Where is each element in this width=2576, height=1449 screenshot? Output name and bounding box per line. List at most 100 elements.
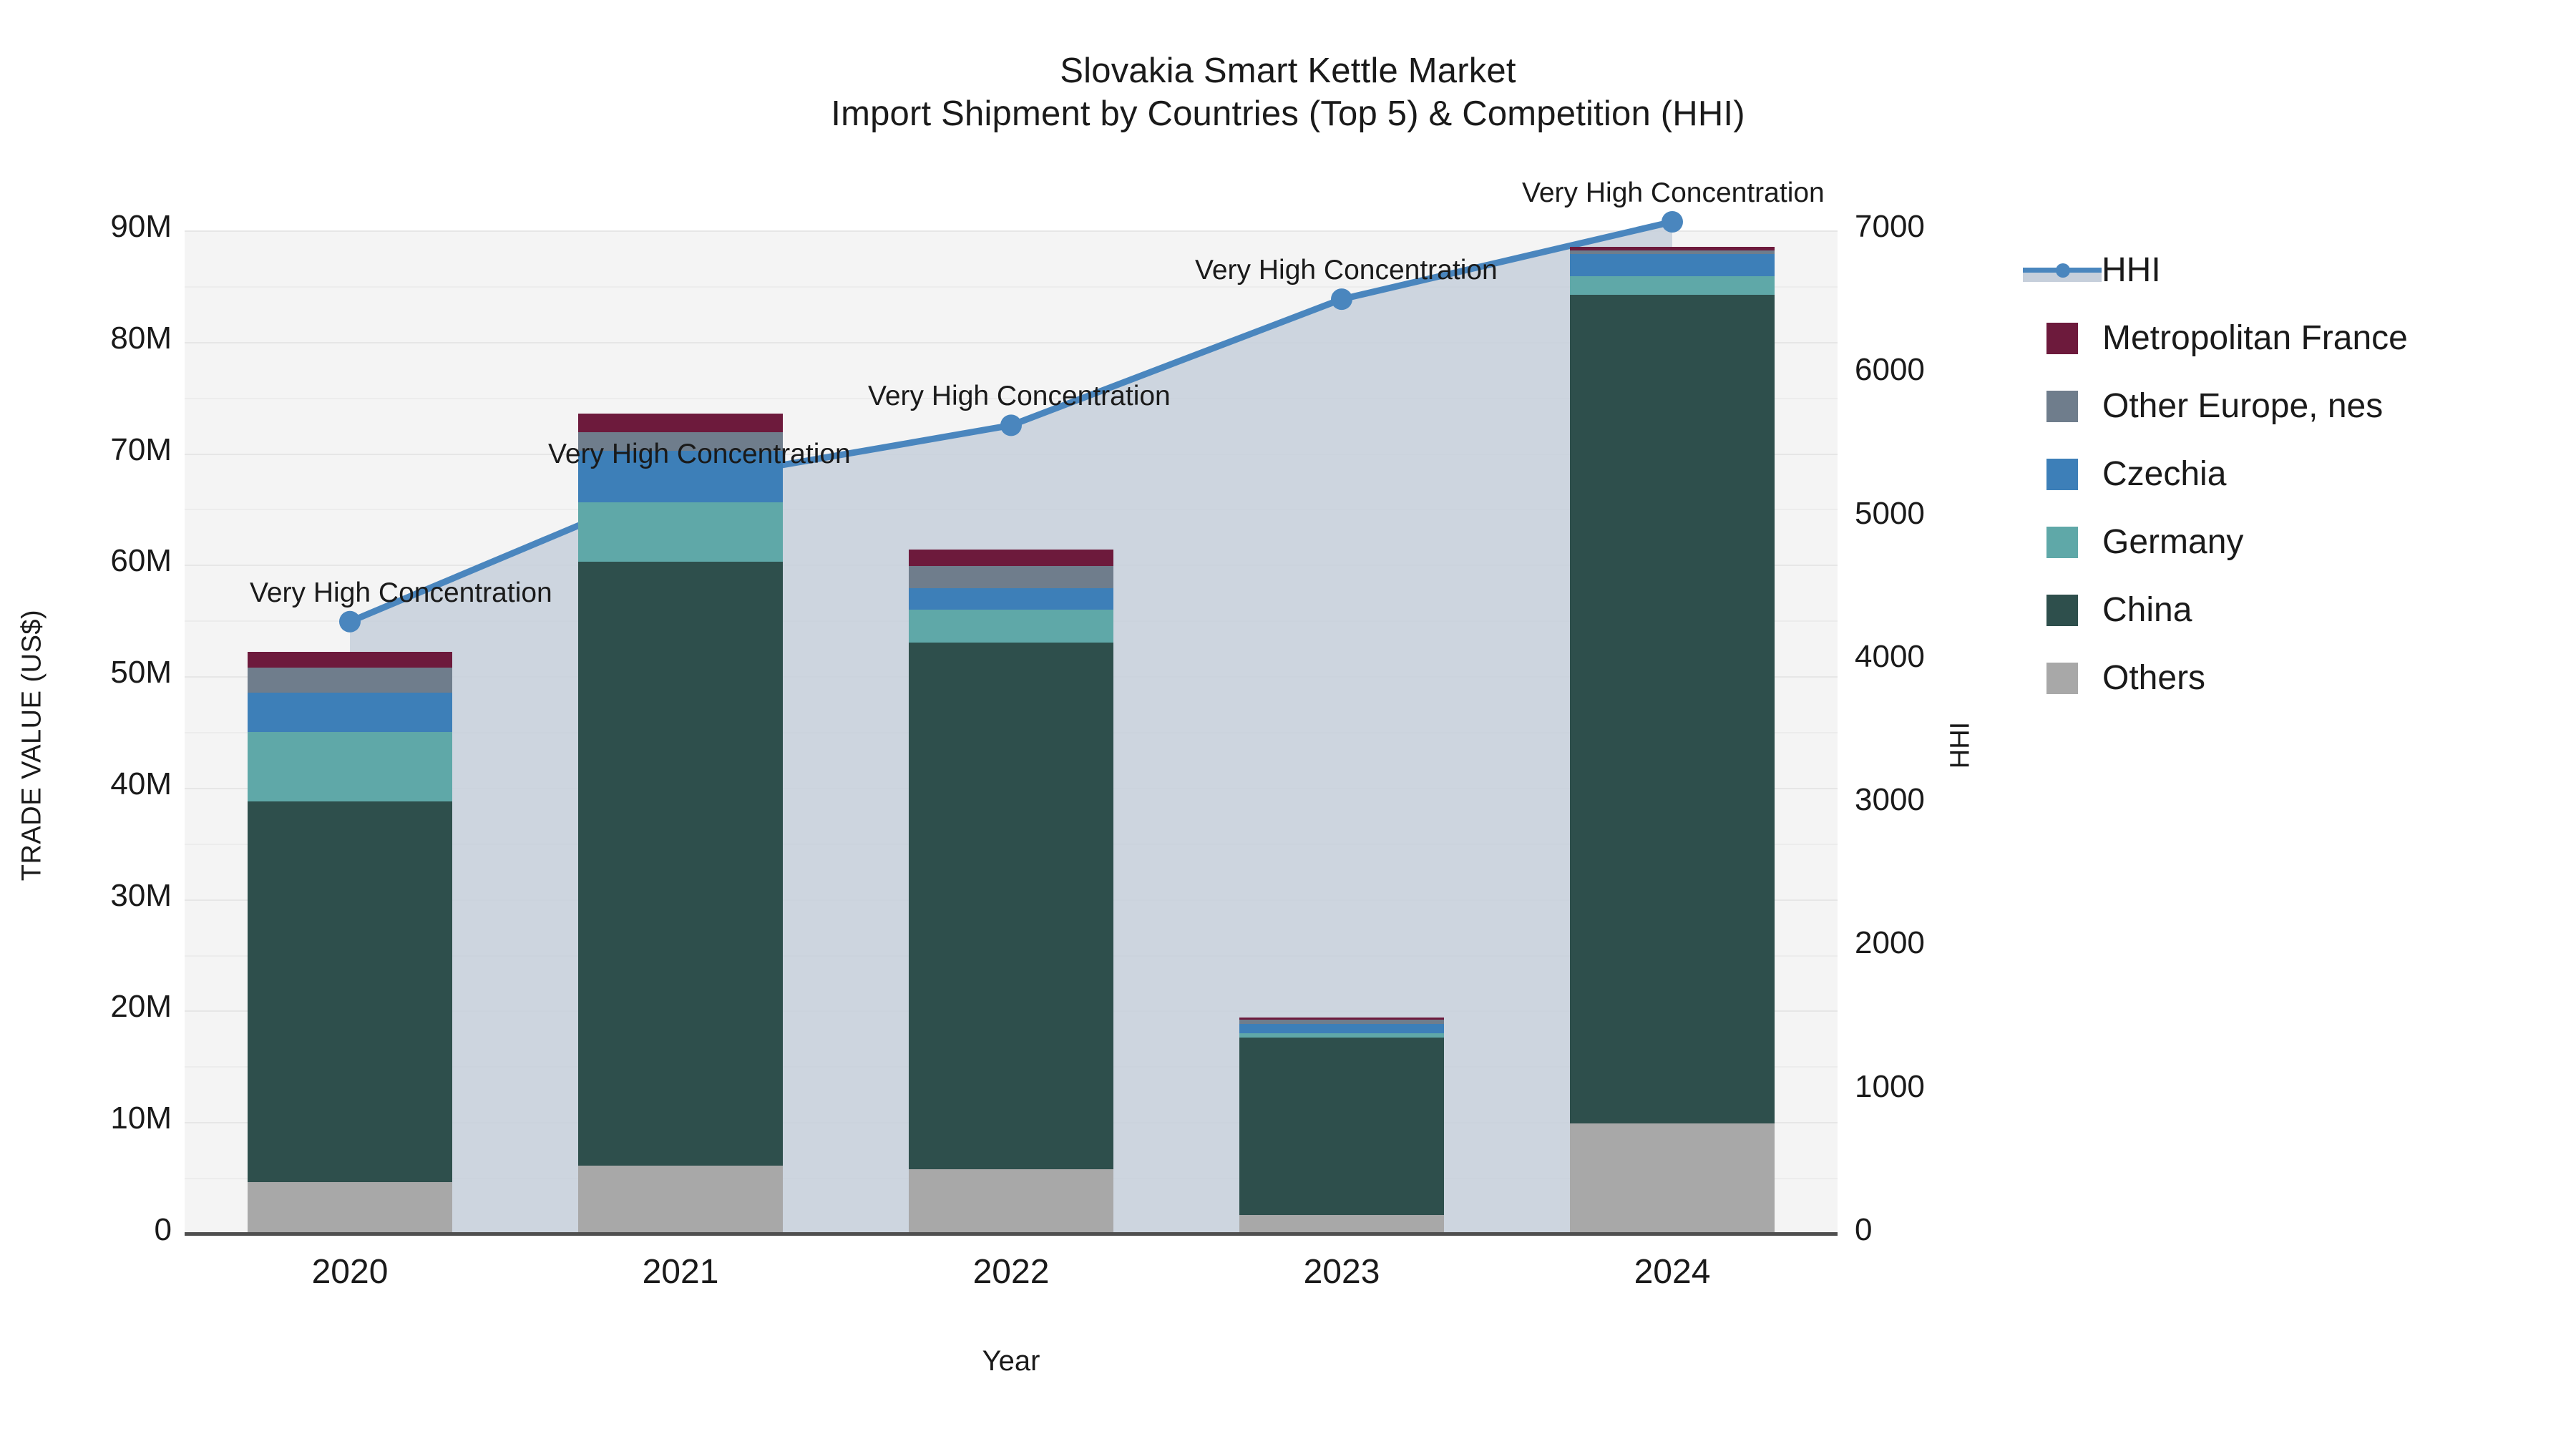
bar-segment-other-europe-nes[interactable] bbox=[908, 565, 1114, 589]
hhi-point-marker bbox=[339, 610, 361, 633]
bar-group-2023[interactable] bbox=[1239, 230, 1445, 1234]
bar-segment-other-europe-nes[interactable] bbox=[247, 667, 453, 693]
legend-item-metropolitan-france[interactable]: Metropolitan France bbox=[2046, 304, 2562, 372]
y-tick-left-80M: 80M bbox=[110, 320, 172, 356]
bars-layer bbox=[185, 230, 1838, 1234]
y-tick-left-30M: 30M bbox=[110, 877, 172, 913]
bar-segment-czechia[interactable] bbox=[1239, 1024, 1445, 1033]
annotation-2021: Very High Concentration bbox=[548, 438, 851, 469]
legend-item-label: Germany bbox=[2102, 522, 2244, 561]
bar-segment-others[interactable] bbox=[1239, 1214, 1445, 1234]
y-tick-right-6000: 6000 bbox=[1855, 352, 1925, 388]
bar-segment-other-europe-nes[interactable] bbox=[577, 431, 784, 452]
legend-item-label: China bbox=[2102, 590, 2192, 629]
bar-segment-china[interactable] bbox=[247, 801, 453, 1183]
y-tick-right-0: 0 bbox=[1855, 1212, 1873, 1247]
legend-item-label: Czechia bbox=[2102, 454, 2227, 493]
bar-group-2022[interactable] bbox=[908, 230, 1114, 1234]
bar-segment-metropolitan-france[interactable] bbox=[908, 549, 1114, 566]
legend-item-china[interactable]: China bbox=[2046, 576, 2562, 644]
y-tick-left-70M: 70M bbox=[110, 431, 172, 467]
bar-segment-germany[interactable] bbox=[1569, 275, 1775, 296]
hhi-point-marker bbox=[1662, 210, 1683, 233]
bar-segment-others[interactable] bbox=[577, 1165, 784, 1234]
hhi-line-marker-icon bbox=[2023, 255, 2102, 286]
legend-item-label: HHI bbox=[2102, 250, 2161, 289]
y-axis-right-title: HHI bbox=[1945, 721, 1976, 769]
x-axis-line bbox=[185, 1232, 1838, 1236]
color-swatch-icon bbox=[2046, 662, 2078, 694]
y-tick-left-10M: 10M bbox=[110, 1101, 172, 1136]
legend-item-hhi[interactable]: HHI bbox=[2023, 236, 2562, 304]
legend-item-label: Metropolitan France bbox=[2102, 318, 2408, 357]
legend-item-label: Other Europe, nes bbox=[2102, 386, 2384, 425]
bar-segment-others[interactable] bbox=[247, 1182, 453, 1234]
bar-segment-other-europe-nes[interactable] bbox=[1239, 1019, 1445, 1025]
legend-item-other-europe-nes[interactable]: Other Europe, nes bbox=[2046, 372, 2562, 440]
legend: HHI Metropolitan France Other Europe, nes C… bbox=[2023, 236, 2562, 712]
x-tick-2022: 2022 bbox=[972, 1253, 1050, 1291]
bar-segment-germany[interactable] bbox=[577, 502, 784, 562]
gridline-major bbox=[185, 230, 1838, 232]
annotation-2023: Very High Concentration bbox=[1195, 255, 1498, 286]
y-tick-left-60M: 60M bbox=[110, 543, 172, 579]
x-tick-2020: 2020 bbox=[311, 1253, 389, 1291]
y-tick-right-1000: 1000 bbox=[1855, 1068, 1925, 1104]
chart-title-block: Slovakia Smart Kettle Market Import Ship… bbox=[0, 50, 2576, 136]
x-tick-2024: 2024 bbox=[1634, 1253, 1711, 1291]
gridline-major bbox=[185, 341, 1838, 343]
legend-item-label: Others bbox=[2102, 658, 2206, 697]
color-swatch-icon bbox=[2046, 390, 2078, 422]
y-tick-left-40M: 40M bbox=[110, 766, 172, 801]
y-tick-left-50M: 50M bbox=[110, 655, 172, 691]
bar-group-2020[interactable] bbox=[247, 230, 453, 1234]
legend-item-others[interactable]: Others bbox=[2046, 644, 2562, 712]
y-tick-right-3000: 3000 bbox=[1855, 782, 1925, 818]
x-axis-title: Year bbox=[982, 1345, 1040, 1377]
bar-segment-czechia[interactable] bbox=[577, 451, 784, 503]
y-tick-left-20M: 20M bbox=[110, 989, 172, 1025]
hhi-point-marker bbox=[1000, 414, 1022, 436]
annotation-2022: Very High Concentration bbox=[868, 381, 1171, 412]
x-tick-2021: 2021 bbox=[642, 1253, 719, 1291]
bar-segment-metropolitan-france[interactable] bbox=[577, 413, 784, 432]
y-tick-right-5000: 5000 bbox=[1855, 495, 1925, 531]
bar-segment-china[interactable] bbox=[577, 561, 784, 1166]
y-tick-right-2000: 2000 bbox=[1855, 925, 1925, 961]
bar-segment-metropolitan-france[interactable] bbox=[1239, 1017, 1445, 1020]
legend-item-germany[interactable]: Germany bbox=[2046, 508, 2562, 576]
y-tick-left-0: 0 bbox=[154, 1212, 172, 1247]
bar-segment-china[interactable] bbox=[1569, 295, 1775, 1123]
chart-title-line-2: Import Shipment by Countries (Top 5) & C… bbox=[831, 94, 1745, 133]
bar-segment-others[interactable] bbox=[908, 1169, 1114, 1234]
legend-item-czechia[interactable]: Czechia bbox=[2046, 440, 2562, 508]
bar-segment-czechia[interactable] bbox=[908, 588, 1114, 610]
bar-segment-germany[interactable] bbox=[1239, 1033, 1445, 1038]
bar-segment-china[interactable] bbox=[908, 643, 1114, 1169]
bar-segment-other-europe-nes[interactable] bbox=[1569, 250, 1775, 254]
bar-segment-germany[interactable] bbox=[908, 609, 1114, 643]
color-swatch-icon bbox=[2046, 458, 2078, 490]
bar-group-2024[interactable] bbox=[1569, 230, 1775, 1234]
y-tick-right-4000: 4000 bbox=[1855, 638, 1925, 674]
bar-segment-china[interactable] bbox=[1239, 1037, 1445, 1215]
bar-segment-metropolitan-france[interactable] bbox=[247, 651, 453, 668]
bar-segment-metropolitan-france[interactable] bbox=[1569, 247, 1775, 251]
color-swatch-icon bbox=[2046, 594, 2078, 626]
y-axis-left-title: TRADE VALUE (US$) bbox=[16, 609, 47, 882]
color-swatch-icon bbox=[2046, 322, 2078, 354]
color-swatch-icon bbox=[2046, 526, 2078, 558]
bar-segment-others[interactable] bbox=[1569, 1123, 1775, 1234]
bar-segment-germany[interactable] bbox=[247, 732, 453, 801]
hhi-point-marker bbox=[1331, 288, 1352, 311]
bar-group-2021[interactable] bbox=[577, 230, 784, 1234]
annotation-2024: Very High Concentration bbox=[1522, 177, 1825, 208]
gridline-minor bbox=[185, 286, 1838, 288]
y-tick-left-90M: 90M bbox=[110, 209, 172, 244]
x-tick-2023: 2023 bbox=[1303, 1253, 1380, 1291]
annotation-2020: Very High Concentration bbox=[250, 577, 552, 608]
bar-segment-czechia[interactable] bbox=[247, 693, 453, 732]
chart-title-line-1: Slovakia Smart Kettle Market bbox=[1060, 52, 1516, 90]
bar-segment-czechia[interactable] bbox=[1569, 253, 1775, 276]
